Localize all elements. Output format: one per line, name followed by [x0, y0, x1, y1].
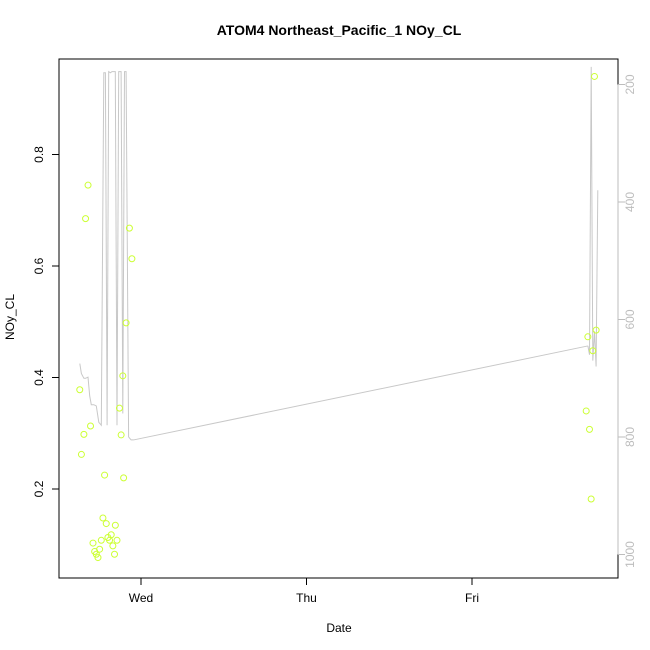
- data-point: [89, 539, 97, 547]
- chart-title: ATOM4 Northeast_Pacific_1 NOy_CL: [217, 22, 462, 38]
- x-tick-label: Fri: [465, 591, 479, 605]
- data-point: [122, 319, 130, 327]
- data-point: [119, 372, 127, 380]
- data-point: [125, 224, 133, 232]
- data-point: [111, 550, 119, 558]
- data-point: [94, 554, 102, 562]
- y-tick-label: 0.8: [32, 146, 46, 163]
- data-point: [109, 542, 117, 550]
- x-axis-label: Date: [326, 621, 352, 635]
- data-point: [117, 431, 125, 439]
- data-point: [77, 450, 85, 458]
- data-point: [582, 407, 590, 415]
- data-point: [96, 545, 104, 553]
- data-point: [97, 536, 105, 544]
- data-point: [120, 474, 128, 482]
- x-tick-label: Thu: [296, 591, 317, 605]
- data-point: [80, 430, 88, 438]
- data-point: [587, 495, 595, 503]
- y-axis: 0.2 0.4 0.6 0.8: [32, 146, 60, 497]
- y-right-tick-label: 600: [623, 309, 637, 329]
- x-axis: Wed Thu Fri: [129, 577, 479, 605]
- y-tick-label: 0.2: [32, 480, 46, 497]
- data-point: [113, 536, 121, 544]
- series-line: [587, 66, 599, 367]
- data-point: [76, 386, 84, 394]
- y-axis-right: 200 400 600 800 1000: [617, 74, 637, 568]
- y-tick-label: 0.6: [32, 257, 46, 274]
- data-point: [586, 425, 594, 433]
- y-axis-label: NOy_CL: [3, 294, 17, 340]
- data-point: [101, 471, 109, 479]
- data-point: [128, 255, 136, 263]
- y-right-tick-label: 800: [623, 427, 637, 447]
- data-point: [87, 422, 95, 430]
- data-point: [115, 404, 123, 412]
- data-point: [92, 550, 100, 558]
- y-right-tick-label: 400: [623, 192, 637, 212]
- data-point: [82, 215, 90, 223]
- data-point: [107, 531, 115, 539]
- plot-marks: [76, 66, 600, 562]
- x-tick-label: Wed: [129, 591, 153, 605]
- data-point: [592, 326, 600, 334]
- data-point: [84, 181, 92, 189]
- data-point: [589, 347, 597, 355]
- series-line-segment: [133, 345, 588, 441]
- y-right-tick-label: 1000: [623, 541, 637, 568]
- y-right-tick-label: 200: [623, 74, 637, 94]
- y-tick-label: 0.4: [32, 369, 46, 386]
- series-line: [79, 70, 134, 441]
- data-point: [590, 72, 598, 80]
- data-point: [584, 333, 592, 341]
- plot-area-frame: [58, 58, 619, 579]
- data-point: [102, 520, 110, 528]
- data-point: [111, 521, 119, 529]
- data-point: [99, 514, 107, 522]
